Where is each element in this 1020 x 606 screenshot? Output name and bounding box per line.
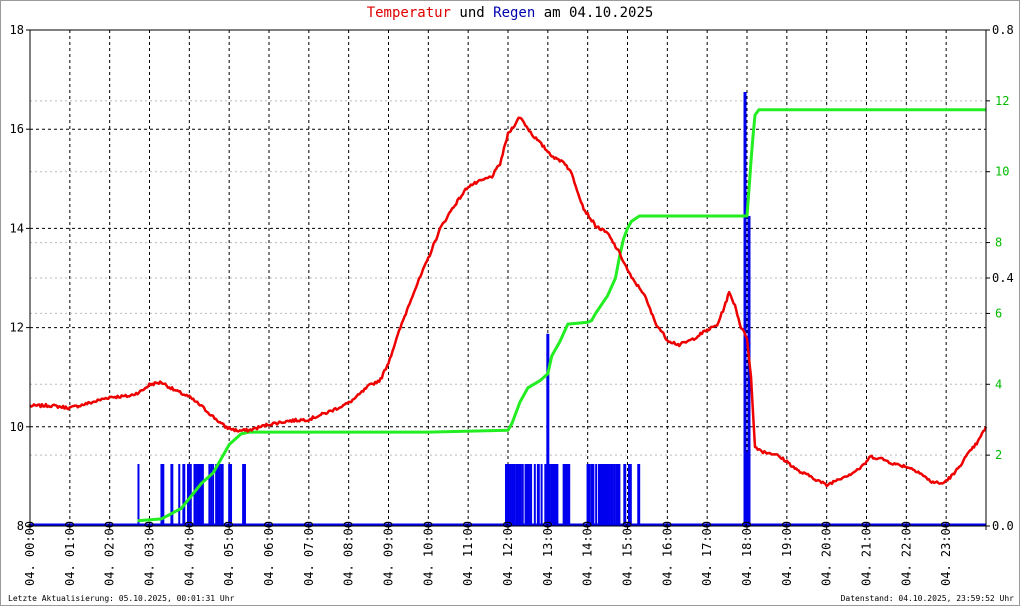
y-label-right-interval: 0.8 xyxy=(992,23,1014,37)
x-label: 04. 20:00 xyxy=(820,521,834,586)
x-label: 04. 15:00 xyxy=(621,521,635,586)
footer-data-status: Datenstand: 04.10.2025, 23:59:52 Uhr xyxy=(840,594,1014,603)
x-label: 04. 14:00 xyxy=(581,521,595,586)
x-label: 04. 13:00 xyxy=(541,521,555,586)
x-label: 04. 00:00 xyxy=(23,521,37,586)
y-label-left: 8 xyxy=(17,519,24,533)
x-label: 04. 01:00 xyxy=(63,521,77,586)
x-label: 04. 02:00 xyxy=(103,521,117,586)
y-label-left: 12 xyxy=(10,321,24,335)
x-label: 04. 07:00 xyxy=(302,521,316,586)
x-label: 04. 04:00 xyxy=(182,521,196,586)
title-und: und xyxy=(450,5,494,21)
axes xyxy=(26,29,990,530)
x-label: 04. 05:00 xyxy=(222,521,236,586)
x-label: 04. 17:00 xyxy=(700,521,714,586)
y-label-left: 16 xyxy=(10,122,24,136)
line-series xyxy=(29,108,988,523)
footer-last-update: Letzte Aktualisierung: 05.10.2025, 00:01… xyxy=(8,594,235,603)
y-label-right-interval: 0.4 xyxy=(992,271,1014,285)
x-label: 04. 03:00 xyxy=(143,521,157,586)
y-label-right-cumulative: 8 xyxy=(995,236,1002,250)
x-label: 04. 18:00 xyxy=(740,521,754,586)
tick-labels: 8 10 12 14 16 18 0.0 0.4 0.8 2 4 6 8 10 12 04. 00:00 04.… xyxy=(10,23,1014,586)
temperature-line xyxy=(29,116,988,488)
y-label-left: 10 xyxy=(10,420,24,434)
x-label: 04. 19:00 xyxy=(780,521,794,586)
x-label: 04. 09:00 xyxy=(382,521,396,586)
y-label-right-cumulative: 6 xyxy=(995,306,1002,320)
y-label-left: 18 xyxy=(10,23,24,37)
x-label: 04. 21:00 xyxy=(860,521,874,586)
x-label: 04. 10:00 xyxy=(421,521,435,586)
x-label: 04. 06:00 xyxy=(262,521,276,586)
title-temperature: Temperatur xyxy=(366,5,451,21)
x-label: 04. 08:00 xyxy=(342,521,356,586)
rain-interval-series xyxy=(30,92,986,527)
y-label-right-cumulative: 12 xyxy=(995,94,1009,108)
x-label: 04. 16:00 xyxy=(660,521,674,586)
x-label: 04. 23:00 xyxy=(939,521,953,586)
x-label: 04. 11:00 xyxy=(461,521,475,586)
title-rain: Regen xyxy=(493,5,536,21)
x-label: 04. 12:00 xyxy=(501,521,515,586)
y-label-right-interval: 0.0 xyxy=(992,519,1014,533)
rain-cumulative-line xyxy=(137,108,986,523)
y-label-left: 14 xyxy=(10,221,24,235)
chart-title: Temperatur und Regen am 04.10.2025 xyxy=(0,5,1020,21)
y-label-right-cumulative: 4 xyxy=(995,377,1002,391)
grid xyxy=(30,30,986,526)
y-label-right-cumulative: 2 xyxy=(995,448,1002,462)
y-label-right-cumulative: 10 xyxy=(995,165,1009,179)
x-label: 04. 22:00 xyxy=(899,521,913,586)
title-date: am 04.10.2025 xyxy=(535,5,654,21)
